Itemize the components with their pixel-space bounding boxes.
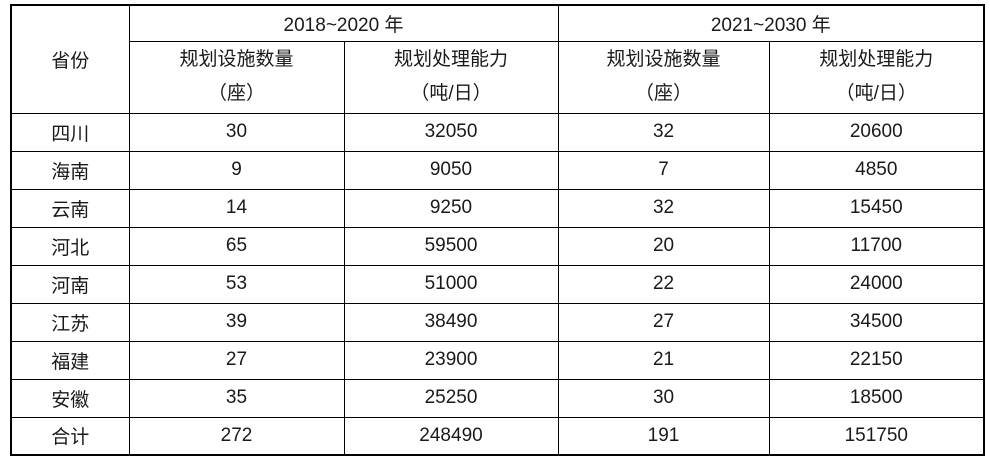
subheader-unit: （吨/日） <box>410 83 492 104</box>
province-cell: 河南 <box>10 264 130 304</box>
value-cell: 30 <box>557 378 770 418</box>
province-cell: 福建 <box>10 340 130 380</box>
value-cell: 191 <box>557 416 770 456</box>
value-cell: 272 <box>128 416 345 456</box>
value-cell: 53 <box>128 264 345 304</box>
header-facility-count-2018: 规划设施数量 （座） <box>128 40 345 114</box>
table-row-sichuan: 四川 30 32050 32 20600 <box>10 112 985 152</box>
header-capacity-2021: 规划处理能力 （吨/日） <box>768 40 985 114</box>
value-cell: 22150 <box>768 340 985 380</box>
value-cell: 9 <box>128 150 345 190</box>
value-cell: 65 <box>128 226 345 266</box>
value-cell: 39 <box>128 302 345 342</box>
value-cell: 35 <box>128 378 345 418</box>
value-cell: 25250 <box>343 378 559 418</box>
subheader-label: 规划处理能力 <box>394 49 509 70</box>
value-cell: 32 <box>557 112 770 152</box>
value-cell: 51000 <box>343 264 559 304</box>
subheader-unit: （吨/日） <box>835 83 917 104</box>
province-cell: 云南 <box>10 188 130 228</box>
value-cell: 32 <box>557 188 770 228</box>
facility-planning-table: 省份 2018~2020 年 2021~2030 年 规划设施数量 （座） 规划… <box>10 4 986 456</box>
value-cell: 9250 <box>343 188 559 228</box>
subheader-unit: （座） <box>207 83 265 104</box>
value-cell: 34500 <box>768 302 985 342</box>
value-cell: 18500 <box>768 378 985 418</box>
value-cell: 14 <box>128 188 345 228</box>
value-cell: 20600 <box>768 112 985 152</box>
header-row-period-groups: 省份 2018~2020 年 2021~2030 年 <box>10 4 985 114</box>
table-row-yunnan: 云南 14 9250 32 15450 <box>10 188 985 228</box>
value-cell: 27 <box>557 302 770 342</box>
province-cell: 合计 <box>10 416 130 456</box>
value-cell: 22 <box>557 264 770 304</box>
province-cell: 安徽 <box>10 378 130 418</box>
subheader-label: 规划设施数量 <box>179 49 294 70</box>
header-capacity-2018: 规划处理能力 （吨/日） <box>343 40 559 114</box>
header-period-2018-2020: 2018~2020 年 <box>128 4 559 42</box>
table-row-hainan: 海南 9 9050 7 4850 <box>10 150 985 190</box>
header-row-subcolumns: 规划设施数量 （座） 规划处理能力 （吨/日） 规划设施数量 （座） 规划处理能… <box>11 40 985 114</box>
value-cell: 30 <box>128 112 345 152</box>
value-cell: 248490 <box>343 416 559 456</box>
table-row-anhui: 安徽 35 25250 30 18500 <box>10 378 985 418</box>
province-cell: 四川 <box>10 112 130 152</box>
value-cell: 4850 <box>768 150 985 190</box>
header-facility-count-2021: 规划设施数量 （座） <box>557 40 770 114</box>
value-cell: 11700 <box>768 226 985 266</box>
value-cell: 9050 <box>343 150 559 190</box>
value-cell: 20 <box>557 226 770 266</box>
table-row-henan: 河南 53 51000 22 24000 <box>10 264 985 304</box>
header-province: 省份 <box>10 4 130 114</box>
value-cell: 23900 <box>343 340 559 380</box>
subheader-label: 规划处理能力 <box>819 49 934 70</box>
value-cell: 7 <box>557 150 770 190</box>
value-cell: 59500 <box>343 226 559 266</box>
value-cell: 32050 <box>343 112 559 152</box>
value-cell: 38490 <box>343 302 559 342</box>
value-cell: 151750 <box>768 416 985 456</box>
value-cell: 21 <box>557 340 770 380</box>
table-row-jiangsu: 江苏 39 38490 27 34500 <box>10 302 985 342</box>
province-cell: 江苏 <box>10 302 130 342</box>
province-cell: 河北 <box>10 226 130 266</box>
value-cell: 27 <box>128 340 345 380</box>
subheader-unit: （座） <box>635 83 693 104</box>
value-cell: 24000 <box>768 264 985 304</box>
table-row-total: 合计 272 248490 191 151750 <box>10 416 985 456</box>
province-cell: 海南 <box>10 150 130 190</box>
header-period-2021-2030: 2021~2030 年 <box>557 4 985 42</box>
table-row-fujian: 福建 27 23900 21 22150 <box>10 340 985 380</box>
value-cell: 15450 <box>768 188 985 228</box>
subheader-label: 规划设施数量 <box>606 49 721 70</box>
table-row-hebei: 河北 65 59500 20 11700 <box>10 226 985 266</box>
